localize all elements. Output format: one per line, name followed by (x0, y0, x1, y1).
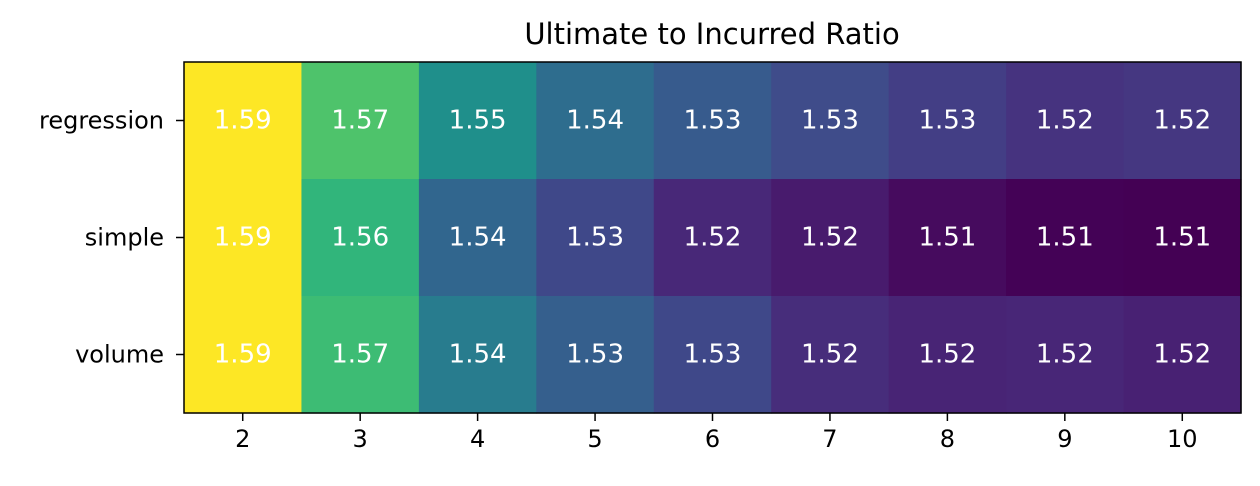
y-tick-label-regression: regression (39, 107, 164, 135)
heatmap-cell-volume-10 (1123, 296, 1242, 414)
heatmap-cell-volume-4 (418, 296, 537, 414)
value-label-simple-4: 1.54 (449, 223, 507, 253)
heatmap-cell-simple-9 (1006, 179, 1125, 297)
chart-title: Ultimate to Incurred Ratio (524, 17, 899, 51)
heatmap-cell-simple-2 (184, 179, 303, 297)
value-label-simple-6: 1.52 (684, 223, 742, 253)
x-tick-label-2: 2 (235, 425, 250, 453)
heatmap-cell-regression-6 (653, 62, 772, 180)
value-label-regression-2: 1.59 (214, 106, 272, 136)
heatmap-cell-volume-9 (1006, 296, 1125, 414)
x-tick-label-9: 9 (1057, 425, 1072, 453)
value-label-regression-7: 1.53 (801, 106, 859, 136)
x-axis: 2 3 4 5 6 7 8 9 10 (235, 413, 1198, 453)
heatmap-value-labels: 1.59 1.57 1.55 1.54 1.53 1.53 1.53 1.52 1.52 1.59… (214, 106, 1211, 370)
heatmap-cell-volume-7 (771, 296, 890, 414)
heatmap-cell-volume-3 (301, 296, 420, 414)
heatmap-cell-volume-5 (536, 296, 655, 414)
y-tick-label-simple: simple (85, 224, 164, 252)
value-label-volume-8: 1.52 (918, 340, 976, 370)
heatmap-cell-volume-8 (888, 296, 1007, 414)
x-tick-label-3: 3 (353, 425, 368, 453)
value-label-volume-2: 1.59 (214, 340, 272, 370)
value-label-regression-8: 1.53 (918, 106, 976, 136)
heatmap-cell-simple-6 (653, 179, 772, 297)
heatmap-cell-regression-10 (1123, 62, 1242, 180)
heatmap-cell-regression-3 (301, 62, 420, 180)
value-label-volume-7: 1.52 (801, 340, 859, 370)
x-tick-label-4: 4 (470, 425, 485, 453)
value-label-volume-10: 1.52 (1153, 340, 1211, 370)
value-label-regression-5: 1.54 (566, 106, 624, 136)
x-tick-label-8: 8 (940, 425, 955, 453)
x-tick-label-5: 5 (587, 425, 602, 453)
value-label-regression-9: 1.52 (1036, 106, 1094, 136)
x-tick-label-6: 6 (705, 425, 720, 453)
value-label-simple-9: 1.51 (1036, 223, 1094, 253)
heatmap-cell-volume-6 (653, 296, 772, 414)
x-tick-label-10: 10 (1167, 425, 1198, 453)
heatmap-cell-simple-3 (301, 179, 420, 297)
heatmap-cell-simple-10 (1123, 179, 1242, 297)
heatmap-cells (184, 62, 1242, 414)
value-label-regression-6: 1.53 (684, 106, 742, 136)
value-label-volume-6: 1.53 (684, 340, 742, 370)
value-label-regression-10: 1.52 (1153, 106, 1211, 136)
value-label-simple-8: 1.51 (918, 223, 976, 253)
heatmap-cell-simple-7 (771, 179, 890, 297)
heatmap-cell-simple-8 (888, 179, 1007, 297)
y-tick-label-volume: volume (75, 341, 164, 369)
value-label-regression-4: 1.55 (449, 106, 507, 136)
heatmap-cell-simple-5 (536, 179, 655, 297)
heatmap-cell-regression-5 (536, 62, 655, 180)
value-label-volume-5: 1.53 (566, 340, 624, 370)
y-axis: regression simple volume (39, 107, 184, 369)
heatmap-cell-regression-4 (418, 62, 537, 180)
value-label-volume-3: 1.57 (331, 340, 389, 370)
value-label-regression-3: 1.57 (331, 106, 389, 136)
value-label-volume-4: 1.54 (449, 340, 507, 370)
heatmap-cell-regression-7 (771, 62, 890, 180)
value-label-simple-7: 1.52 (801, 223, 859, 253)
value-label-simple-10: 1.51 (1153, 223, 1211, 253)
heatmap-cell-simple-4 (418, 179, 537, 297)
heatmap-cell-regression-8 (888, 62, 1007, 180)
value-label-simple-2: 1.59 (214, 223, 272, 253)
x-tick-label-7: 7 (822, 425, 837, 453)
value-label-volume-9: 1.52 (1036, 340, 1094, 370)
heatmap-cell-regression-2 (184, 62, 303, 180)
heatmap-cell-volume-2 (184, 296, 303, 414)
heatmap-cell-regression-9 (1006, 62, 1125, 180)
value-label-simple-3: 1.56 (331, 223, 389, 253)
value-label-simple-5: 1.53 (566, 223, 624, 253)
